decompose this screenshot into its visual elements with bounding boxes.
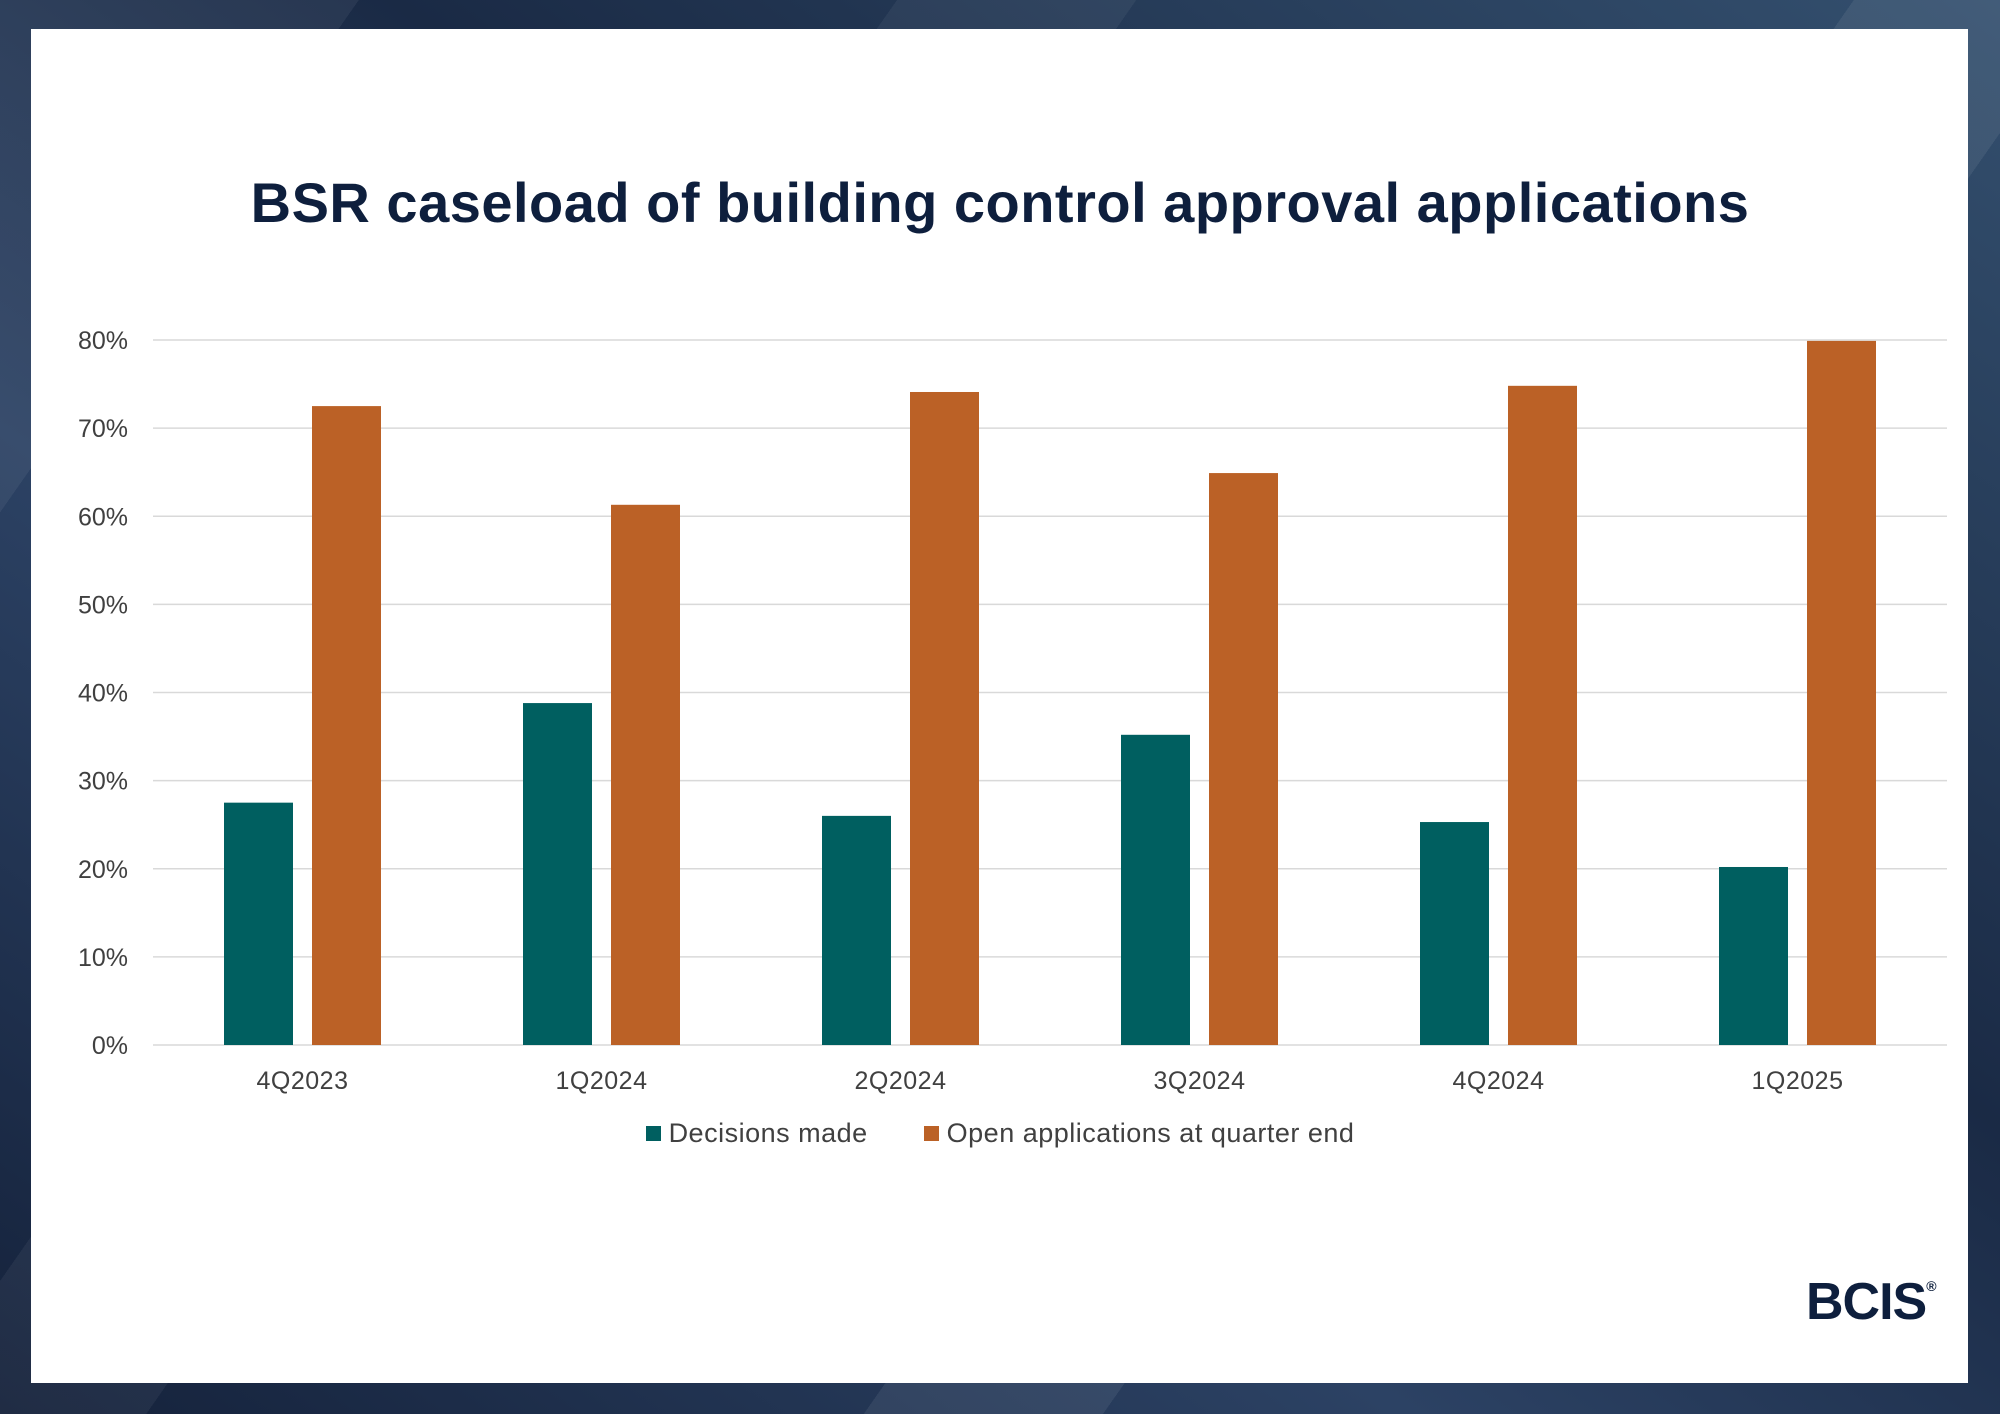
x-axis-ticks: 4Q2023 1Q2024 2Q2024 3Q2024 4Q2024 1Q2025 — [257, 1067, 1844, 1095]
y-tick-label: 20% — [78, 856, 128, 884]
legend-label: Decisions made — [668, 1118, 868, 1148]
y-tick-label: 0% — [92, 1032, 128, 1060]
bcis-logo: BCIS® — [1806, 1272, 1937, 1332]
bar-decisions-made-4q2024 — [1420, 822, 1489, 1045]
x-tick-label: 4Q2023 — [257, 1067, 349, 1095]
bar-decisions-made-1q2025 — [1719, 866, 1788, 1045]
x-tick-label: 1Q2024 — [556, 1067, 648, 1095]
bars — [224, 340, 1876, 1046]
y-tick-label: 40% — [78, 680, 128, 708]
x-tick-label: 1Q2025 — [1752, 1067, 1844, 1095]
registered-mark: ® — [1926, 1278, 1936, 1294]
bar-decisions-made-1q2024 — [523, 703, 592, 1045]
y-tick-label: 10% — [78, 944, 128, 972]
y-tick-label: 50% — [78, 591, 128, 619]
chart-legend: Decisions made Open applications at quart… — [0, 1118, 2000, 1149]
bar-decisions-made-2q2024 — [822, 815, 891, 1045]
y-tick-label: 60% — [78, 503, 128, 531]
bar-decisions-made-3q2024 — [1121, 734, 1190, 1045]
y-tick-label: 80% — [78, 327, 128, 355]
y-tick-label: 30% — [78, 768, 128, 796]
y-axis-ticks: 0% 10% 20% 30% 40% 50% 60% 70% 80% — [78, 327, 128, 1060]
bar-open-applications-at-quarter-end-4q2023 — [312, 406, 381, 1045]
bar-open-applications-at-quarter-end-4q2024 — [1508, 385, 1577, 1045]
bar-open-applications-at-quarter-end-1q2024 — [611, 504, 680, 1045]
legend-label: Open applications at quarter end — [946, 1118, 1355, 1148]
legend-item: Decisions made — [645, 1118, 868, 1149]
x-tick-label: 3Q2024 — [1154, 1067, 1246, 1095]
bar-open-applications-at-quarter-end-1q2025 — [1807, 340, 1876, 1046]
bar-decisions-made-4q2023 — [224, 802, 293, 1045]
legend-swatch — [645, 1126, 661, 1141]
x-tick-label: 2Q2024 — [855, 1067, 947, 1095]
bar-open-applications-at-quarter-end-2q2024 — [910, 391, 979, 1045]
logo-text: BCIS — [1806, 1273, 1927, 1331]
y-tick-label: 70% — [78, 415, 128, 443]
legend-swatch — [923, 1126, 939, 1141]
x-tick-label: 4Q2024 — [1453, 1067, 1545, 1095]
bar-open-applications-at-quarter-end-3q2024 — [1209, 473, 1278, 1046]
chart-title: BSR caseload of building control approva… — [250, 171, 1750, 234]
gridlines — [153, 339, 1947, 1046]
legend-item: Open applications at quarter end — [923, 1118, 1355, 1149]
